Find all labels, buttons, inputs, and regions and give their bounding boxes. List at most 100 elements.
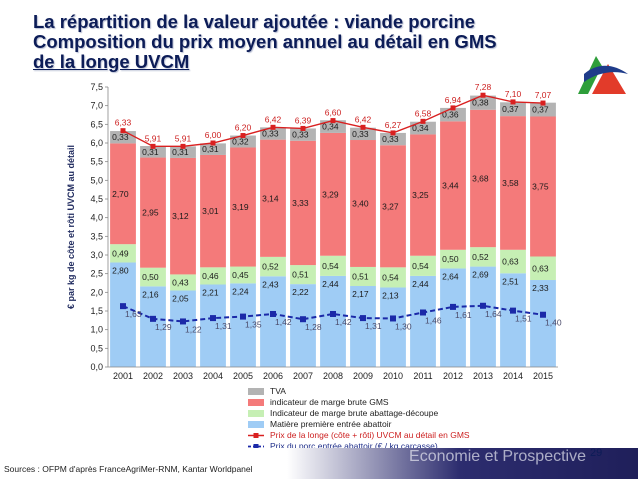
prix-longe-value-label: 5,91 xyxy=(145,133,162,143)
bar-segment-marge-gms xyxy=(260,139,286,257)
bar-segment-marge-gms xyxy=(350,140,376,267)
bar-segment-matiere-premiere xyxy=(410,275,436,367)
bar-value-label-marge-gms: 2,70 xyxy=(112,189,129,199)
bar-value-label-marge-abattage: 0,54 xyxy=(322,261,339,271)
bar-value-label-tva: 0,31 xyxy=(172,147,189,157)
bar-value-label-marge-abattage: 0,51 xyxy=(292,270,309,280)
y-tick-label: 2,0 xyxy=(90,287,103,297)
y-tick-label: 5,0 xyxy=(90,175,103,185)
bar-segment-marge-abattage xyxy=(170,274,196,291)
bar-value-label-marge-abattage: 0,50 xyxy=(442,254,459,264)
bar-value-label-marge-abattage: 0,45 xyxy=(232,270,249,280)
x-tick-label: 2013 xyxy=(473,371,493,381)
bar-segment-tva xyxy=(410,121,436,135)
legend-label-matiere-premiere: Matière première entrée abattoir xyxy=(270,419,392,429)
legend-label-tva: TVA xyxy=(270,386,286,396)
bar-segment-marge-abattage xyxy=(320,255,346,276)
slide-title: La répartition de la valeur ajoutée : vi… xyxy=(33,12,573,72)
bar-value-label-marge-abattage: 0,49 xyxy=(112,248,129,258)
prix-porc-value-label: 1,42 xyxy=(335,317,352,327)
bar-segment-marge-abattage xyxy=(110,244,136,263)
prix-longe-point xyxy=(150,143,156,149)
prix-porc-point xyxy=(120,303,126,310)
x-tick-label: 2005 xyxy=(233,371,253,381)
bar-segment-marge-gms xyxy=(530,116,556,257)
legend-swatch-tva xyxy=(248,388,264,395)
prix-porc-point xyxy=(300,316,306,323)
price-composition-chart: 0,0 0,5 1,0 1,5 2,0 2,5 3,0 3,5 4,0 4,5 5,0 5,5 6,0 6… xyxy=(66,82,562,381)
bar-value-label-tva: 0,38 xyxy=(472,98,489,108)
bar-value-label-tva: 0,34 xyxy=(412,123,429,133)
bar-segment-matiere-premiere xyxy=(110,262,136,367)
bar-value-label-matiere-premiere: 2,24 xyxy=(232,286,249,296)
prix-longe-value-label: 7,28 xyxy=(475,82,492,92)
legend-swatch-prix-longe xyxy=(248,433,264,438)
sources-note: Sources : OFPM d'après FranceAgriMer-RNM… xyxy=(4,464,253,474)
bar-value-label-tva: 0,36 xyxy=(442,110,459,120)
bar-value-label-matiere-premiere: 2,05 xyxy=(172,293,189,303)
legend-swatch-marge-abattage xyxy=(248,410,264,417)
bar-value-label-matiere-premiere: 2,51 xyxy=(502,276,519,286)
y-tick-label: 4,0 xyxy=(90,213,103,223)
prix-longe-value-label: 7,10 xyxy=(505,89,522,99)
prix-porc-point xyxy=(330,310,336,317)
bar-segment-marge-gms xyxy=(200,154,226,268)
bar-segment-marge-gms xyxy=(380,145,406,268)
bar-value-label-tva: 0,34 xyxy=(322,122,339,132)
bar-value-label-marge-gms: 3,27 xyxy=(382,201,399,211)
bar-value-label-marge-gms: 3,19 xyxy=(232,202,249,212)
bar-segment-marge-gms xyxy=(140,157,166,268)
prix-porc-value-label: 1,31 xyxy=(215,321,232,331)
prix-porc-value-label: 1,63 xyxy=(125,309,142,319)
bar-segment-marge-abattage xyxy=(200,267,226,285)
bar-segment-tva xyxy=(500,102,526,117)
prix-porc-point xyxy=(360,315,366,322)
bar-segment-tva xyxy=(140,145,166,158)
bar-value-label-marge-gms: 3,29 xyxy=(322,189,339,199)
prix-porc-value-label: 1,29 xyxy=(155,322,172,332)
bar-segment-matiere-premiere xyxy=(440,268,466,367)
legend-swatch-prix-porc xyxy=(248,444,264,449)
bar-segment-tva xyxy=(290,128,316,141)
y-tick-label: 0,0 xyxy=(90,362,103,372)
prix-porc-value-label: 1,35 xyxy=(245,320,262,330)
bar-value-label-marge-gms: 3,40 xyxy=(352,198,369,208)
prix-longe-value-label: 6,42 xyxy=(265,114,282,124)
bar-value-label-marge-abattage: 0,46 xyxy=(202,271,219,281)
bar-value-label-marge-abattage: 0,52 xyxy=(262,262,279,272)
bar-segment-marge-abattage xyxy=(260,256,286,277)
bar-value-label-matiere-premiere: 2,43 xyxy=(262,279,279,289)
prix-porc-point xyxy=(270,310,276,317)
bar-value-label-matiere-premiere: 2,44 xyxy=(322,279,339,289)
x-tick-label: 2012 xyxy=(443,371,463,381)
organization-logo xyxy=(578,56,628,94)
bar-segment-marge-gms xyxy=(170,157,196,275)
bar-segment-tva xyxy=(380,132,406,146)
y-tick-label: 1,5 xyxy=(90,306,103,316)
prix-longe-value-label: 6,58 xyxy=(415,108,432,118)
bar-value-label-tva: 0,33 xyxy=(112,132,129,142)
bar-value-label-tva: 0,37 xyxy=(502,104,519,114)
y-axis-label: € par kg de côte et rôti UVCM au détail xyxy=(66,145,76,309)
legend-item-marge-gms: indicateur de marge brute GMS xyxy=(248,397,548,408)
legend-label-prix-longe: Prix de la longe (côte + rôti) UVCM au d… xyxy=(270,430,470,440)
bar-segment-tva xyxy=(260,127,286,140)
bar-segment-tva xyxy=(530,102,556,117)
bar-value-label-marge-abattage: 0,50 xyxy=(142,272,159,282)
bar-segment-tva xyxy=(350,127,376,141)
prix-longe-value-label: 5,91 xyxy=(175,133,192,143)
bar-value-label-matiere-premiere: 2,16 xyxy=(142,289,159,299)
x-tick-label: 2003 xyxy=(173,371,193,381)
prix-porc-point xyxy=(150,315,156,322)
x-tick-label: 2006 xyxy=(263,371,283,381)
bar-value-label-matiere-premiere: 2,21 xyxy=(202,287,219,297)
prix-longe-point xyxy=(360,124,366,130)
x-tick-label: 2011 xyxy=(413,371,432,381)
y-tick-label: 0,5 xyxy=(90,343,103,353)
x-tick-label: 2010 xyxy=(383,371,403,381)
bar-segment-tva xyxy=(230,135,256,148)
bar-segment-matiere-premiere xyxy=(200,284,226,367)
prix-porc-value-label: 1,51 xyxy=(515,314,532,324)
bar-segment-marge-gms xyxy=(290,140,316,266)
prix-porc-point xyxy=(240,313,246,320)
